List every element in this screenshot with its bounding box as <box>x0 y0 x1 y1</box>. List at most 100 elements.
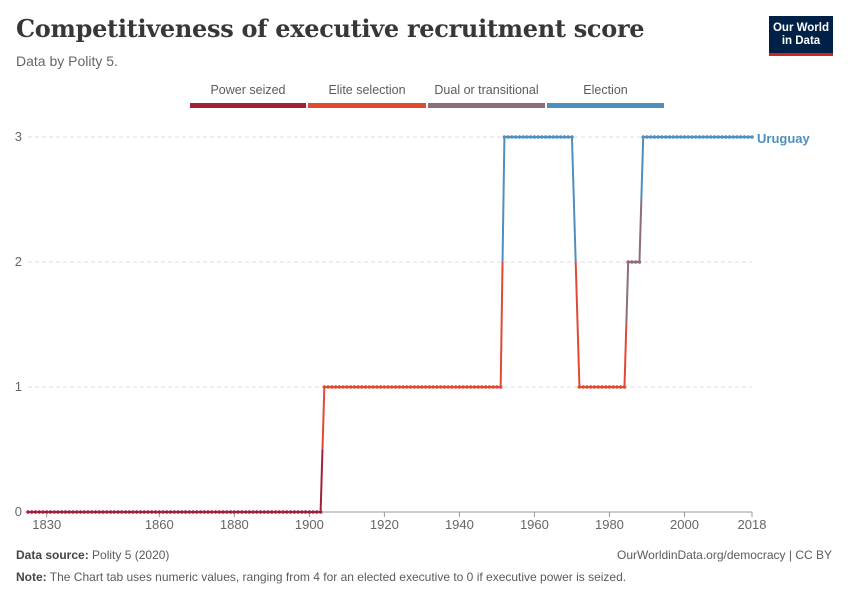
data-point <box>180 510 184 514</box>
data-point <box>292 510 297 514</box>
data-point <box>356 385 360 389</box>
data-point <box>52 510 57 514</box>
data-point <box>63 510 68 514</box>
legend-item-election[interactable]: Election <box>547 83 664 108</box>
data-point <box>195 510 199 514</box>
series-transition <box>570 136 577 263</box>
x-tick-label: 2018 <box>738 517 767 532</box>
legend: Power seized Elite selection Dual or tra… <box>190 83 664 108</box>
data-point <box>431 385 435 389</box>
data-point <box>645 135 649 139</box>
data-point <box>26 510 30 514</box>
x-tick-label: 2000 <box>670 517 699 532</box>
legend-item-power-seized[interactable]: Power seized <box>190 83 306 108</box>
x-tick-label: 1980 <box>595 517 624 532</box>
data-point <box>341 385 345 389</box>
source-label: Data source: <box>16 548 89 562</box>
data-point <box>213 510 218 514</box>
data-point <box>446 385 450 389</box>
data-point <box>528 135 533 139</box>
data-point <box>29 510 34 514</box>
legend-item-elite-selection[interactable]: Elite selection <box>308 83 426 108</box>
owid-logo[interactable]: Our World in Data <box>769 16 833 56</box>
legend-swatch <box>547 103 664 108</box>
legend-swatch <box>308 103 426 108</box>
data-point <box>255 510 259 514</box>
data-point <box>675 135 679 139</box>
data-point <box>540 135 544 139</box>
data-point <box>89 510 94 514</box>
data-point <box>693 135 698 139</box>
data-point <box>33 510 38 514</box>
data-point <box>611 385 616 389</box>
data-point <box>236 510 240 514</box>
data-point <box>465 385 469 389</box>
data-point <box>723 135 728 139</box>
data-point <box>618 385 623 389</box>
data-point <box>119 510 124 514</box>
data-point <box>127 510 132 514</box>
data-point <box>71 510 75 514</box>
data-point <box>348 385 353 389</box>
source-value[interactable]: Polity 5 (2020) <box>92 548 170 562</box>
x-tick-label: 1830 <box>32 517 61 532</box>
data-point <box>682 135 687 139</box>
data-point <box>603 385 608 389</box>
data-point <box>48 510 53 514</box>
data-point <box>727 135 732 139</box>
data-point <box>566 135 570 139</box>
data-point <box>648 135 653 139</box>
series-transition <box>321 386 326 450</box>
data-point <box>701 135 706 139</box>
data-point <box>397 385 402 389</box>
data-point <box>59 510 64 514</box>
data-point <box>626 260 631 264</box>
data-point <box>633 260 638 264</box>
data-point <box>562 135 567 139</box>
data-point <box>247 510 252 514</box>
data-point <box>630 260 634 264</box>
data-point <box>138 510 143 514</box>
note-value: The Chart tab uses numeric values, rangi… <box>49 570 627 584</box>
y-tick-label: 2 <box>15 254 22 269</box>
data-point <box>300 510 304 514</box>
data-point <box>476 385 480 389</box>
data-point <box>461 385 465 389</box>
data-point <box>536 135 540 139</box>
data-point <box>525 135 529 139</box>
data-point <box>337 385 342 389</box>
data-point <box>746 135 751 139</box>
data-point <box>502 135 507 139</box>
data-point <box>393 385 398 389</box>
data-point <box>157 510 162 514</box>
legend-item-dual-or-transitional[interactable]: Dual or transitional <box>428 83 545 108</box>
x-tick-label: 1920 <box>370 517 399 532</box>
data-point <box>570 135 574 139</box>
data-point <box>93 510 98 514</box>
data-point <box>401 385 405 389</box>
data-point <box>134 510 139 514</box>
data-point <box>44 510 49 514</box>
data-point <box>210 510 214 514</box>
data-point <box>513 135 518 139</box>
footer-url[interactable]: OurWorldinData.org/democracy | CC BY <box>617 548 832 562</box>
data-point <box>731 135 736 139</box>
data-point <box>543 135 548 139</box>
data-point <box>243 510 248 514</box>
data-point <box>607 385 612 389</box>
data-point <box>322 385 327 389</box>
data-point <box>108 510 113 514</box>
chart-title: Competitiveness of executive recruitment… <box>16 14 645 43</box>
data-point <box>303 510 308 514</box>
data-point <box>82 510 87 514</box>
x-tick-label: 1880 <box>220 517 249 532</box>
data-point <box>382 385 387 389</box>
data-point <box>56 510 60 514</box>
data-point <box>656 135 661 139</box>
data-point <box>555 135 559 139</box>
data-point <box>495 385 499 389</box>
data-point <box>161 510 165 514</box>
legend-label: Elite selection <box>328 83 406 97</box>
data-point <box>517 135 522 139</box>
data-point <box>686 135 691 139</box>
